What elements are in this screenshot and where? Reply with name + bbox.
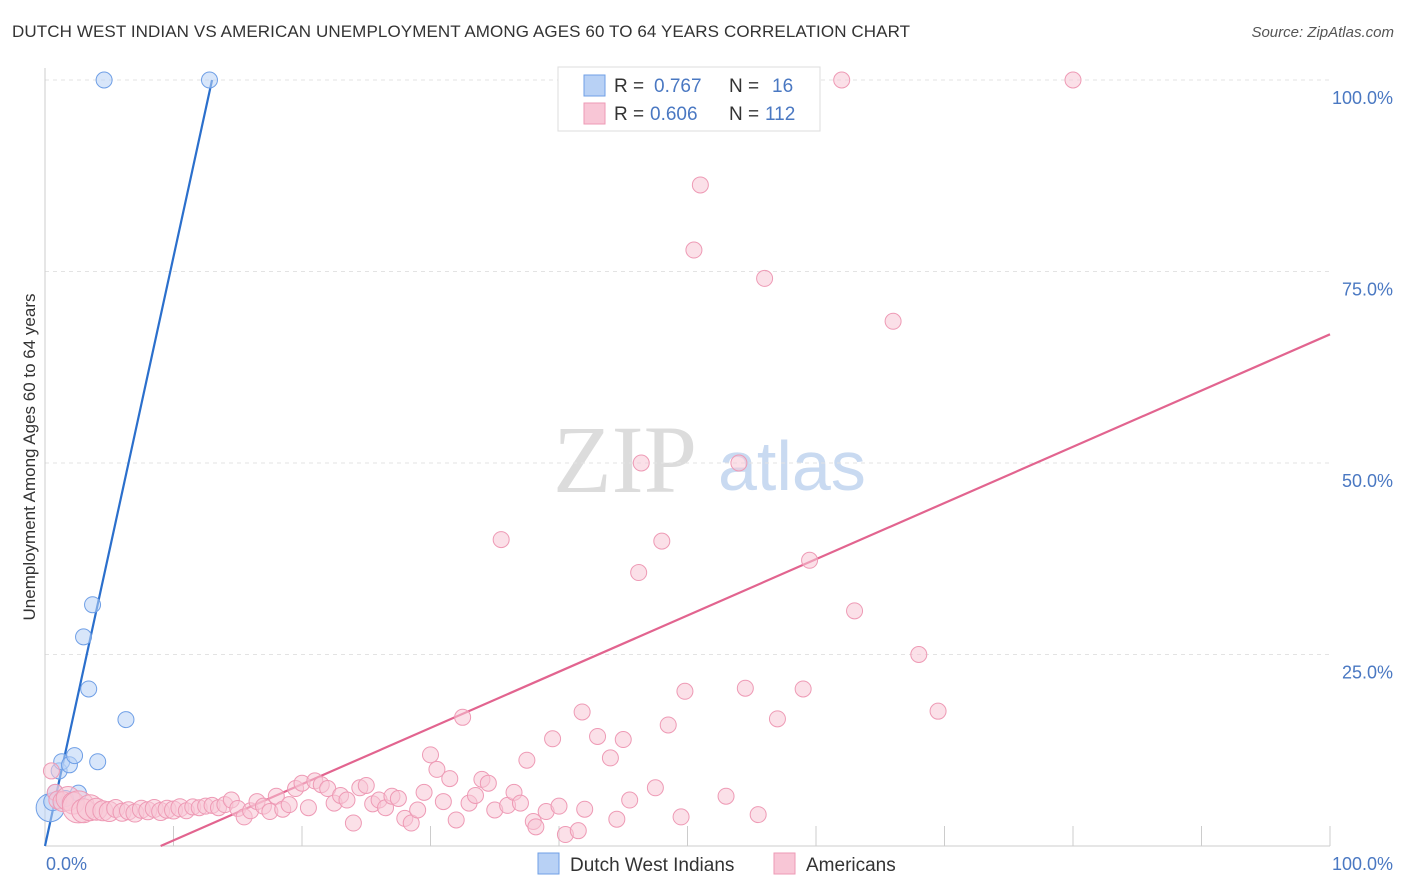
point-american-66	[454, 708, 472, 726]
y-tick-label-0: 25.0%	[1342, 663, 1393, 683]
point-dutch-13	[117, 711, 135, 729]
point-american-112	[910, 646, 928, 663]
point-american-105	[756, 269, 774, 287]
point-american-96	[672, 808, 690, 826]
point-american-42	[299, 799, 317, 817]
point-american-92	[632, 454, 650, 472]
point-american-99	[691, 176, 709, 194]
point-american-39	[280, 796, 298, 814]
point-american-86	[589, 727, 607, 745]
point-american-72	[492, 531, 510, 549]
source-label: Source: ZipAtlas.com	[1251, 24, 1394, 41]
point-dutch-7	[66, 747, 84, 765]
legend-r-label-americans: R =	[614, 104, 644, 125]
bottom-legend-swatch-americans	[773, 852, 796, 875]
legend-n-label-americans: N =	[729, 104, 759, 125]
point-american-60	[415, 783, 433, 801]
legend-n-label-dutch: N =	[729, 76, 759, 97]
point-american-109	[833, 71, 851, 89]
point-american-90	[621, 791, 639, 809]
point-dutch-14	[95, 71, 113, 89]
point-dutch-11	[84, 596, 102, 614]
point-american-89	[614, 731, 632, 749]
y-tick-label-1: 50.0%	[1342, 471, 1393, 491]
trend-lines	[43, 79, 1331, 848]
point-american-68	[466, 786, 484, 804]
bottom-legend-label-dutch: Dutch West Indians	[570, 855, 734, 876]
watermark: ZIP atlas	[553, 406, 866, 513]
point-american-62	[428, 760, 446, 778]
y-tick-label-3: 100.0%	[1332, 88, 1393, 108]
point-american-56	[389, 790, 407, 808]
point-american-49	[344, 814, 362, 832]
point-american-101	[730, 454, 748, 472]
watermark-zip: ZIP	[553, 406, 697, 513]
point-dutch-15	[200, 71, 218, 89]
point-american-78	[527, 818, 545, 836]
point-american-61	[422, 746, 439, 764]
point-american-100	[717, 787, 735, 805]
correlation-legend: R = 0.767 N = 16 R = 0.606 N = 112	[557, 66, 821, 132]
legend-r-value-americans: 0.606	[650, 104, 698, 125]
point-dutch-12	[89, 753, 107, 771]
point-american-80	[544, 730, 562, 748]
chart-title: DUTCH WEST INDIAN VS AMERICAN UNEMPLOYME…	[12, 22, 911, 41]
y-axis-label: Unemployment Among Ages 60 to 64 years	[20, 294, 39, 621]
x-tick-label-0: 0.0%	[46, 854, 87, 874]
point-american-84	[573, 703, 591, 721]
point-american-104	[749, 806, 767, 824]
point-american-63	[434, 793, 452, 811]
bottom-legend-label-americans: Americans	[806, 855, 896, 876]
legend-r-value-dutch: 0.767	[654, 76, 702, 97]
point-american-88	[608, 810, 626, 828]
series-legend: Dutch West Indians Americans	[537, 852, 896, 876]
point-american-106	[768, 710, 786, 728]
point-american-70	[479, 774, 497, 792]
point-american-51	[357, 776, 375, 794]
point-american-91	[630, 564, 648, 582]
y-tick-label-2: 75.0%	[1342, 280, 1393, 300]
point-american-110	[846, 602, 864, 620]
point-american-75	[511, 794, 529, 812]
point-american-48	[338, 791, 356, 809]
point-american-87	[601, 749, 619, 767]
point-american-94	[653, 532, 671, 550]
point-american-65	[447, 811, 465, 829]
point-american-83	[569, 822, 587, 840]
point-american-95	[659, 716, 677, 734]
bottom-legend-swatch-dutch	[537, 852, 560, 875]
tick-labels: 25.0% 50.0% 75.0% 100.0% 0.0% 100.0%	[46, 88, 1393, 874]
grid	[45, 79, 1330, 655]
point-american-93	[646, 779, 664, 797]
point-dutch-10	[80, 680, 98, 698]
point-dutch-9	[75, 628, 93, 646]
point-american-98	[685, 241, 703, 259]
point-american-108	[801, 551, 819, 569]
point-american-107	[794, 680, 812, 698]
trend-line-dutch	[43, 79, 214, 847]
legend-n-value-americans: 112	[765, 104, 795, 125]
point-american-81	[550, 797, 568, 815]
point-american-59	[409, 801, 427, 819]
point-american-85	[576, 800, 594, 818]
point-american-97	[676, 682, 694, 700]
legend-swatch-americans	[583, 102, 606, 125]
point-american-111	[884, 312, 902, 330]
point-american-102	[736, 679, 754, 697]
point-american-76	[518, 751, 536, 769]
trend-line-american	[160, 333, 1331, 848]
data-points	[35, 71, 1082, 844]
legend-r-label-dutch: R =	[614, 76, 644, 97]
point-american-64	[441, 770, 459, 788]
point-american-0	[42, 762, 60, 780]
legend-swatch-dutch	[583, 74, 606, 97]
point-american-114	[1064, 71, 1082, 89]
point-american-113	[929, 702, 947, 720]
legend-n-value-dutch: 16	[772, 76, 793, 97]
x-tick-label-1: 100.0%	[1332, 854, 1393, 874]
